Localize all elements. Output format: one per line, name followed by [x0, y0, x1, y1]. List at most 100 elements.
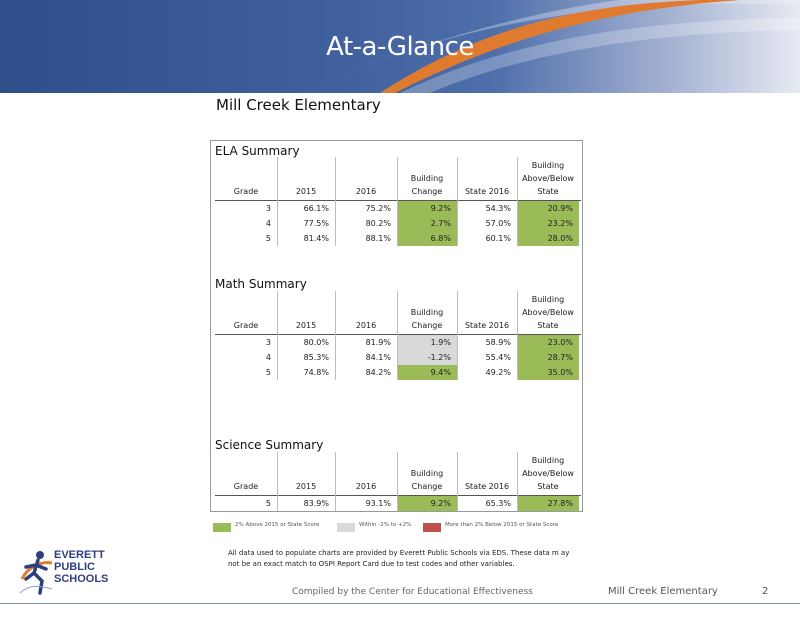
score-2015-cell: 81.4%: [303, 234, 329, 243]
table-row: 5 83.9% 93.1% 9.2% 65.3% 27.8%: [215, 496, 581, 511]
district-logo: EVERETT PUBLIC SCHOOLS: [18, 549, 138, 599]
score-2016-cell: 88.1%: [365, 234, 391, 243]
col-above-header: Building Above/Below State: [522, 456, 574, 491]
score-2016-cell: 84.2%: [365, 368, 391, 377]
science-summary-table: Grade 2015 2016 Building Change State 201…: [215, 452, 581, 511]
above-below-state-cell: 23.0%: [517, 335, 579, 350]
legend-swatch-above: [213, 523, 231, 532]
grade-cell: 3: [265, 204, 271, 213]
grade-cell: 4: [265, 219, 271, 228]
building-change-cell: 9.2%: [397, 201, 457, 216]
col-2015-header: 2015: [295, 321, 317, 330]
building-change-cell: 9.4%: [397, 365, 457, 380]
col-state-header: State 2016: [464, 187, 510, 196]
table-header: Grade 2015 2016 Building Change State 201…: [215, 291, 581, 335]
column-divider: [335, 157, 336, 246]
runner-icon: [19, 551, 53, 595]
table-header: Grade 2015 2016 Building Change State 201…: [215, 452, 581, 496]
col-state-header: State 2016: [464, 321, 510, 330]
footer-rule: [0, 603, 800, 604]
banner-swoosh-graphic: [300, 0, 800, 93]
column-divider: [397, 291, 398, 380]
header-banner: At-a-Glance: [0, 0, 800, 93]
grade-cell: 5: [265, 234, 271, 243]
col-grade-header: Grade: [233, 482, 259, 491]
building-change-cell: 2.7%: [397, 216, 457, 231]
state-2016-cell: 58.9%: [485, 338, 511, 347]
column-divider: [397, 157, 398, 246]
logo-line-3: SCHOOLS: [54, 573, 109, 585]
col-2015-header: 2015: [295, 187, 317, 196]
col-grade-header: Grade: [233, 321, 259, 330]
page-title: At-a-Glance: [326, 32, 474, 62]
score-2015-cell: 80.0%: [303, 338, 329, 347]
building-change-cell: 1.9%: [397, 335, 457, 350]
col-2016-header: 2016: [355, 187, 377, 196]
col-2016-header: 2016: [355, 321, 377, 330]
math-summary-title: Math Summary: [215, 277, 307, 291]
above-below-state-cell: 20.9%: [517, 201, 579, 216]
legend-label-within: Within -2% to +2%: [359, 522, 412, 528]
grade-cell: 3: [265, 338, 271, 347]
page-number: 2: [762, 586, 769, 597]
table-row: 4 85.3% 84.1% -1.2% 55.4% 28.7%: [215, 350, 581, 365]
column-divider: [517, 452, 518, 511]
building-change-cell: 9.2%: [397, 496, 457, 511]
ela-summary-table: Grade 2015 2016 Building Change State 201…: [215, 157, 581, 246]
footer-school-name: Mill Creek Elementary: [608, 586, 718, 597]
col-change-header: Building Change: [410, 469, 444, 491]
column-divider: [397, 452, 398, 511]
score-2015-cell: 74.8%: [303, 368, 329, 377]
score-2016-cell: 93.1%: [365, 499, 391, 508]
table-header: Grade 2015 2016 Building Change State 201…: [215, 157, 581, 201]
state-2016-cell: 65.3%: [485, 499, 511, 508]
table-row: 4 77.5% 80.2% 2.7% 57.0% 23.2%: [215, 216, 581, 231]
state-2016-cell: 57.0%: [485, 219, 511, 228]
legend-swatch-below: [423, 523, 441, 532]
col-above-header: Building Above/Below State: [522, 161, 574, 196]
table-row: 5 81.4% 88.1% 6.8% 60.1% 28.0%: [215, 231, 581, 246]
column-divider: [277, 291, 278, 380]
col-2015-header: 2015: [295, 482, 317, 491]
school-name: Mill Creek Elementary: [216, 96, 381, 114]
score-2015-cell: 66.1%: [303, 204, 329, 213]
score-2016-cell: 84.1%: [365, 353, 391, 362]
above-below-state-cell: 28.7%: [517, 350, 579, 365]
math-summary-table: Grade 2015 2016 Building Change State 201…: [215, 291, 581, 380]
col-state-header: State 2016: [464, 482, 510, 491]
column-divider: [517, 157, 518, 246]
state-2016-cell: 55.4%: [485, 353, 511, 362]
ela-summary-title: ELA Summary: [215, 144, 300, 158]
data-source-footnote: All data used to populate charts are pro…: [228, 549, 570, 568]
summary-box: ELA Summary Grade 2015 2016 Building Chan…: [210, 140, 583, 512]
column-divider: [457, 452, 458, 511]
col-2016-header: 2016: [355, 482, 377, 491]
building-change-cell: 6.8%: [397, 231, 457, 246]
above-below-state-cell: 23.2%: [517, 216, 579, 231]
legend-label-below: More than 2% Below 2015 or State Score: [445, 522, 559, 528]
table-row: 5 74.8% 84.2% 9.4% 49.2% 35.0%: [215, 365, 581, 380]
col-change-header: Building Change: [410, 174, 444, 196]
table-row: 3 80.0% 81.9% 1.9% 58.9% 23.0%: [215, 335, 581, 350]
state-2016-cell: 49.2%: [485, 368, 511, 377]
column-divider: [457, 291, 458, 380]
score-2016-cell: 75.2%: [365, 204, 391, 213]
above-below-state-cell: 35.0%: [517, 365, 579, 380]
score-2016-cell: 80.2%: [365, 219, 391, 228]
column-divider: [457, 157, 458, 246]
legend-label-above: 2% Above 2015 or State Score: [235, 522, 320, 528]
column-divider: [517, 291, 518, 380]
grade-cell: 5: [265, 499, 271, 508]
state-2016-cell: 60.1%: [485, 234, 511, 243]
compiled-by-text: Compiled by the Center for Educational E…: [292, 587, 533, 597]
column-divider: [277, 157, 278, 246]
col-above-header: Building Above/Below State: [522, 295, 574, 330]
above-below-state-cell: 28.0%: [517, 231, 579, 246]
above-below-state-cell: 27.8%: [517, 496, 579, 511]
col-grade-header: Grade: [233, 187, 259, 196]
logo-line-2: PUBLIC: [54, 561, 95, 573]
science-summary-title: Science Summary: [215, 438, 324, 452]
grade-cell: 4: [265, 353, 271, 362]
column-divider: [335, 452, 336, 511]
table-row: 3 66.1% 75.2% 9.2% 54.3% 20.9%: [215, 201, 581, 216]
